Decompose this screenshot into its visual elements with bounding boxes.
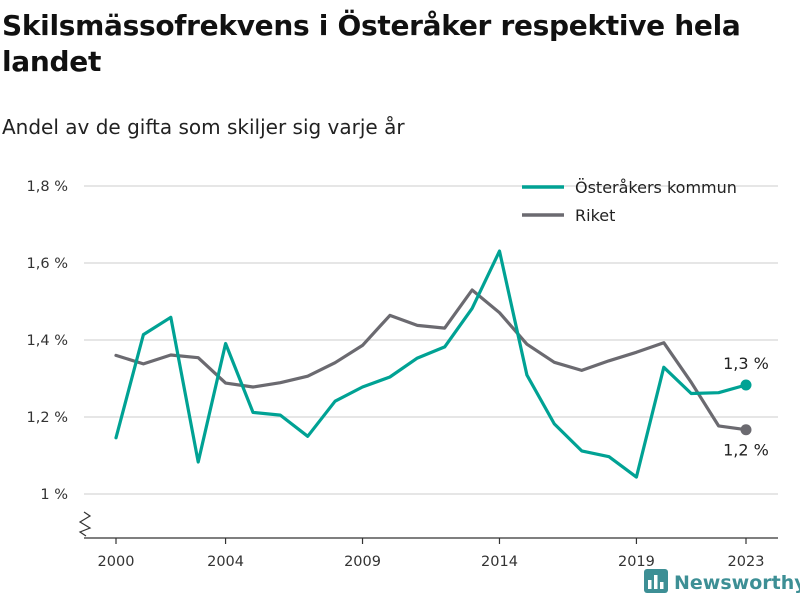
- series-line: [114, 249, 748, 479]
- y-tick-label: 1,4 %: [27, 333, 68, 349]
- series-end-point: [740, 379, 752, 391]
- series-lines: 1,3 % 1,2 %: [114, 249, 769, 479]
- x-tick-label: 2004: [207, 554, 244, 570]
- x-tick-label: 2023: [728, 554, 765, 570]
- axis-break-icon: [78, 511, 92, 537]
- legend-label: Riket: [575, 206, 615, 225]
- chart-subtitle: Andel av de gifta som skiljer sig varje …: [2, 115, 405, 139]
- brand-logo: Newsworthy: [644, 569, 800, 597]
- x-tick-label: 2009: [344, 554, 381, 570]
- end-value-label: 1,2 %: [723, 441, 769, 460]
- x-tick-label: 2000: [98, 554, 135, 570]
- series-line: [114, 288, 748, 432]
- end-value-label: 1,3 %: [723, 354, 769, 373]
- y-tick-label: 1,2 %: [27, 410, 68, 426]
- bar-chart-logo-icon: [644, 569, 668, 597]
- brand-name: Newsworthy: [674, 572, 800, 594]
- y-tick-label: 1 %: [40, 487, 68, 503]
- x-tick-label: 2019: [618, 554, 655, 570]
- y-tick-label: 1,6 %: [27, 256, 68, 272]
- chart-title: Skilsmässofrekvens i Österåker respektiv…: [2, 9, 741, 78]
- series-end-point: [740, 424, 752, 436]
- legend: Österåkers kommun Riket: [522, 178, 737, 225]
- axes: 1 % 1,2 % 1,4 % 1,6 % 1,8 % 2000 2004 2009 2014 2…: [27, 179, 778, 570]
- legend-label: Österåkers kommun: [575, 178, 737, 197]
- y-tick-label: 1,8 %: [27, 179, 68, 195]
- x-tick-label: 2014: [481, 554, 518, 570]
- gridlines: [84, 185, 778, 495]
